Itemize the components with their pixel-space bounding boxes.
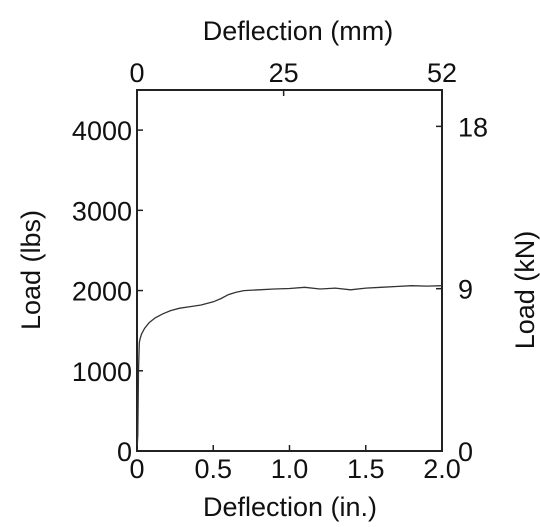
series-line-load-deflection — [136, 285, 443, 452]
y-tick-label: 3000 — [72, 196, 132, 226]
y2-tick-label: 9 — [458, 275, 473, 305]
right-y-axis-title: Load (kN) — [510, 231, 540, 350]
y-tick-label: 4000 — [72, 116, 132, 146]
x2-tick-label: 0 — [129, 58, 144, 88]
top-x-axis-title: Deflection (mm) — [203, 16, 394, 46]
x2-tick-label: 25 — [269, 58, 299, 88]
x-tick-label: 1.5 — [347, 454, 385, 484]
x-axis-title: Deflection (in.) — [203, 492, 377, 522]
y2-tick-label: 18 — [458, 112, 488, 142]
y-tick-label: 0 — [117, 437, 132, 467]
y-tick-label: 2000 — [72, 277, 132, 307]
top-x-axis-ticks: 0 25 52 — [129, 58, 457, 96]
left-y-axis-ticks: 0 1000 2000 3000 4000 — [72, 116, 143, 467]
x-tick-label: 0 — [129, 454, 144, 484]
x2-tick-label: 52 — [427, 58, 457, 88]
y-axis-title: Load (lbs) — [16, 210, 46, 330]
x-tick-label: 0.5 — [194, 454, 232, 484]
y2-tick-label: 0 — [458, 437, 473, 467]
y-tick-label: 1000 — [72, 357, 132, 387]
bottom-x-axis-ticks: 0 0.5 1.0 1.5 2.0 — [129, 445, 461, 484]
x-tick-label: 2.0 — [423, 454, 461, 484]
right-y-axis-ticks: 0 9 18 — [436, 112, 488, 467]
x-tick-label: 1.0 — [271, 454, 309, 484]
plot-frame — [136, 89, 443, 452]
